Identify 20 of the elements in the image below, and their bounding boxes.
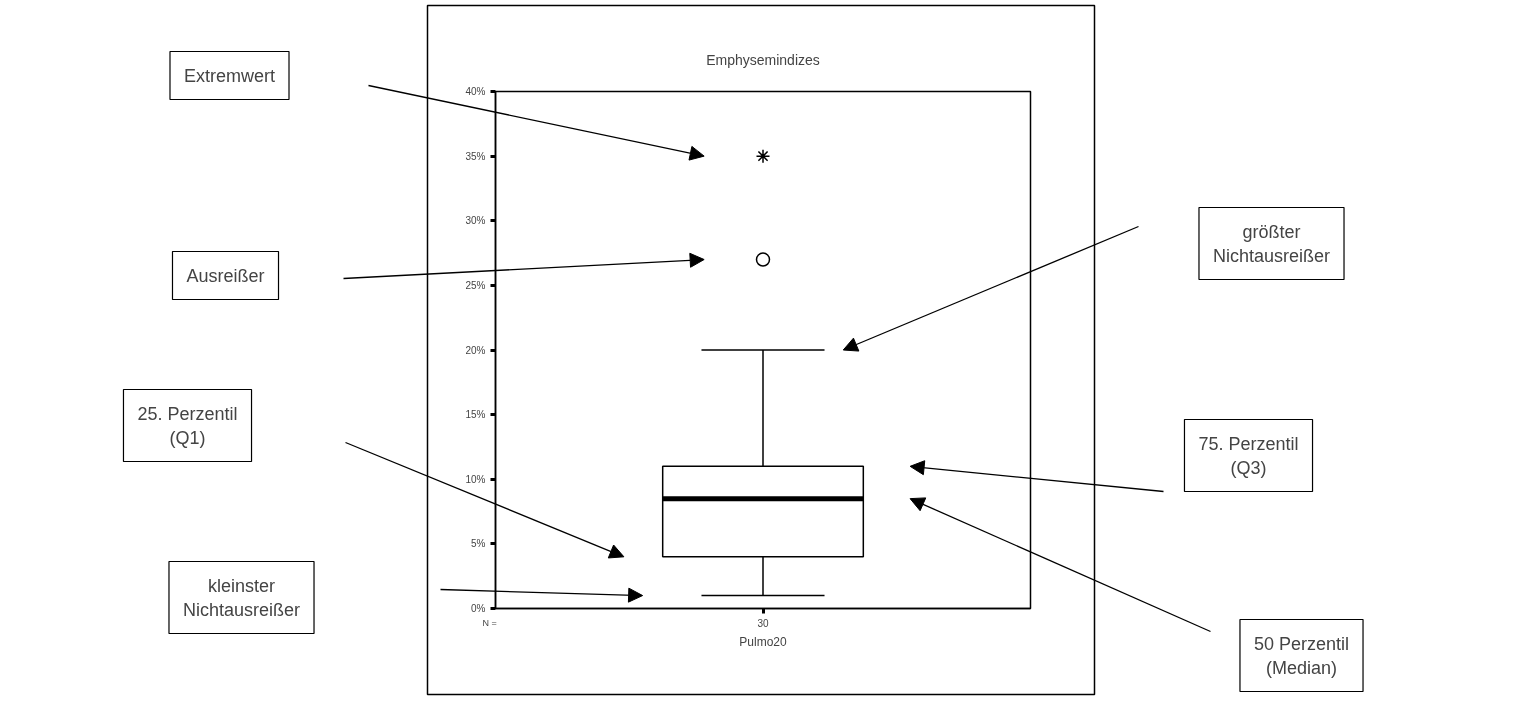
text: 25. Perzentil (Q1) — [137, 403, 238, 448]
y-tick-label: 15% — [465, 409, 486, 421]
x-axis-title: Pulmo20 — [739, 634, 788, 649]
y-tick-label: 0% — [471, 603, 486, 614]
y-tick-label: 5% — [471, 538, 486, 550]
text: Ausreißer — [186, 265, 265, 286]
y-tick-label: 25% — [465, 279, 486, 291]
y-tick-label: 40% — [465, 86, 486, 97]
text: 50 Perzentil (Median) — [1253, 633, 1350, 678]
text: N = — [482, 617, 497, 628]
x-tick-label: 30 — [757, 617, 769, 629]
chart-title: Emphysemindizes — [706, 51, 820, 68]
y-tick-label: 35% — [465, 150, 486, 162]
y-tick-label: 10% — [465, 473, 486, 485]
y-tick-label: 20% — [465, 344, 486, 356]
y-tick-label: 30% — [465, 215, 486, 227]
text: Extremwert — [183, 65, 276, 86]
text: kleinster Nichtausreißer — [182, 575, 301, 620]
text: größter Nichtausreißer — [1212, 221, 1331, 266]
text: 75. Perzentil (Q3) — [1198, 433, 1299, 478]
